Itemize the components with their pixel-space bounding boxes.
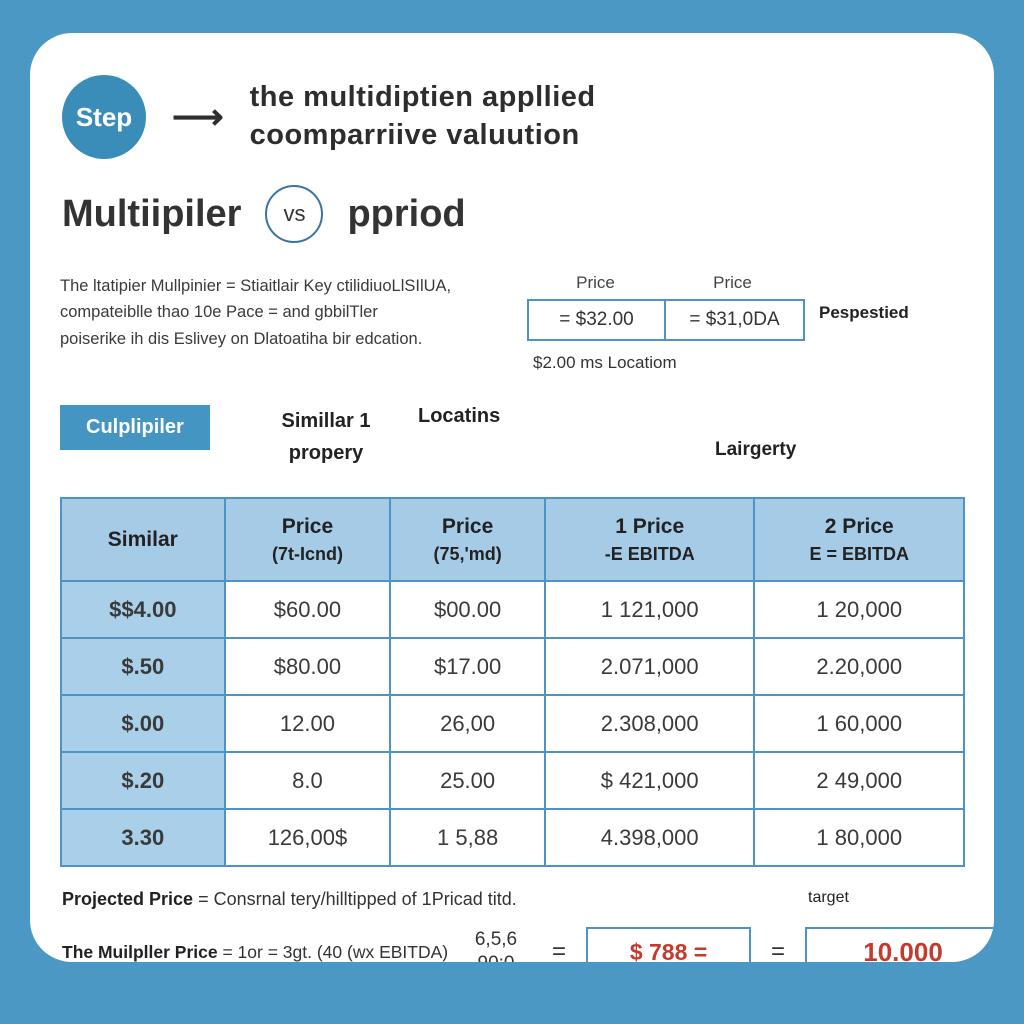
price-label-1: Price [576,273,615,292]
cell: 1 80,000 [753,808,965,867]
cell: 1 121,000 [543,580,756,639]
title-line1: the multidiptien appllied [249,81,596,114]
multiplier-price-rest: = 1or = 3gt. (40 (wx EBITDA) [217,941,449,962]
equals-sign-1: = [552,938,567,962]
price-value-2: = $31,0DA [689,309,780,330]
multiplier-word: Multiipiler [62,192,242,235]
cell: $.20 [60,751,226,810]
cell: 2.308,000 [543,694,756,753]
period-word: ppriod [347,192,466,235]
cell: $$4.00 [60,580,226,639]
column-label-similar-line2: propery [288,442,364,464]
step-label: Step [75,101,133,132]
cell: 8.0 [223,751,392,810]
cell: $.50 [60,637,226,696]
cell: $ 421,000 [543,751,756,810]
price-labels: Price Price [527,273,805,293]
price-area: Price Price = $32.00 = $31,0DA $2.00 ms … [527,273,909,373]
title-line2: coomparriive valuution [249,119,580,151]
price-boxes: = $32.00 = $31,0DA [527,299,805,341]
header: Step ⟶ the multidiptien appllied coompar… [62,75,964,159]
table-row: $.20 8.0 25.00 $ 421,000 2 49,000 [60,751,965,810]
result-box-1: $ 788 = [586,927,752,962]
cell: 25.00 [389,751,546,810]
header-cell-ebitda1: 1 Price -E EBITDA [543,497,756,582]
cell: 12.00 [223,694,392,753]
table-header-row: Similar Price (7t-Icnd) Price (75,'md) 1 P… [60,497,965,582]
intro-paragraph: The ltatipier Mullpinier = Stiaitlair Ke… [60,273,505,373]
cell: 126,00$ [223,808,392,867]
cell: 1 5,88 [389,808,546,867]
cell: 2 49,000 [753,751,965,810]
price-footnote: $2.00 ms Locatiom [533,353,677,372]
formula-row: The Muilpller Price = 1or = 3gt. (40 (wx… [62,927,994,962]
header-cell-price2: Price (75,'md) [389,497,546,582]
intro-line1: The ltatipier Mullpinier = Stiaitlair Ke… [60,277,452,295]
footer: Projected Price = Consrnal tery/hilltipp… [60,889,994,962]
arrow-icon: ⟶ [172,96,224,137]
fraction: 6,5,6 90:0 [460,928,532,962]
cell: 26,00 [389,694,546,753]
intro-section: The ltatipier Mullpinier = Stiaitlair Ke… [60,273,964,373]
step-badge: Step [62,75,146,159]
cell: 2.071,000 [543,637,756,696]
cell: $80.00 [223,637,392,696]
column-label-similar-line1: Simillar 1 [281,410,371,432]
projected-price-rest: = Consrnal tery/hilltipped of 1Pricad ti… [193,889,517,909]
cell: 1 20,000 [753,580,965,639]
table-row: $$4.00 $60.00 $00.00 1 121,000 1 20,000 [60,580,965,639]
result-box-2: 10.000 [805,927,994,962]
cell: 4.398,000 [543,808,756,867]
cell: $60.00 [223,580,392,639]
intro-line3: poiserike ih dis Eslivey on Dlatoatiha b… [60,329,423,348]
projected-price-label: Projected Price [62,889,194,909]
column-label-similar: Simillar 1 propery [256,405,396,469]
vs-badge: vs [265,185,324,243]
cell: 1 60,000 [753,694,965,753]
price-side-label: Pespestied [819,303,909,322]
cell: 2.20,000 [753,637,965,696]
header-cell-similar: Similar [60,497,226,582]
cell: $.00 [60,694,226,753]
multiplier-price-line: The Muilpller Price = 1or = 3gt. (40 (wx… [62,942,460,963]
header-cell-ebitda2: 2 Price E = EBITDA [753,497,965,582]
intro-line2: compateiblle thao 10e Pace = and gbbilTl… [60,303,378,322]
mid-labels: Culplipiler Simillar 1 propery Locatins … [60,405,964,491]
page-title: the multidiptien appllied coomparriive v… [250,79,596,154]
price-value-1: = $32.00 [529,301,666,339]
cell: 3.30 [60,808,226,867]
projected-price-line: Projected Price = Consrnal tery/hilltipp… [62,889,517,910]
fraction-bottom: 90:0 [460,952,532,962]
multiplier-button[interactable]: Culplipiler [60,405,210,450]
table-row: $.50 $80.00 $17.00 2.071,000 2.20,000 [60,637,965,696]
price-label-2: Price [713,273,752,292]
table-row: 3.30 126,00$ 1 5,88 4.398,000 1 80,000 [60,808,965,867]
equals-sign-2: = [771,938,786,962]
multiplier-price-label: The Muilpller Price [62,941,218,962]
fraction-top: 6,5,6 [474,929,518,951]
target-label: target [808,889,849,906]
subheader: Multiipiler vs ppriod [62,185,964,243]
cell: $17.00 [389,637,546,696]
column-label-largerty: Lairgerty [715,439,797,460]
header-cell-price1: Price (7t-Icnd) [223,497,392,582]
column-label-locations: Locatins [418,405,501,427]
comparison-table: Similar Price (7t-Icnd) Price (75,'md) 1 P… [60,497,965,867]
table-row: $.00 12.00 26,00 2.308,000 1 60,000 [60,694,965,753]
cell: $00.00 [389,580,546,639]
content-card: Step ⟶ the multidiptien appllied coompar… [30,33,994,962]
